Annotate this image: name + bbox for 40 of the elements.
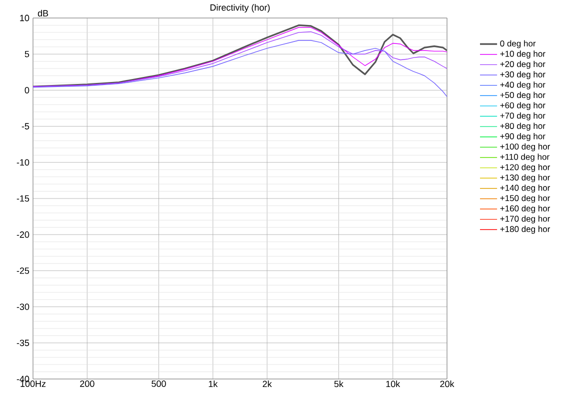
legend-label: +40 deg hor [500,81,546,90]
y-tick-label: 5 [24,50,30,58]
x-tick-label: 5k [334,380,344,388]
x-tick-label: 100Hz [20,380,46,387]
x-tick-label: 1k [208,380,218,388]
legend-label: +140 deg hor [500,184,550,192]
legend-label: +10 deg hor [500,50,546,58]
y-tick-label: -5 [22,123,30,130]
legend-label: +150 deg hor [500,194,550,203]
chart-title: Directivity (hor) [210,4,270,12]
y-tick-label: -15 [16,195,30,202]
y-tick-label: -40 [16,376,30,382]
x-tick-label: 2k [262,380,272,388]
legend-label: +90 deg hor [500,133,546,141]
y-tick-label: -35 [16,340,30,346]
legend-label: +100 deg hor [500,143,550,152]
x-tick-label: 500 [152,380,166,387]
legend-label: +110 deg hor [500,154,550,162]
legend-label: +170 deg hor [500,216,550,224]
legend-label: +180 deg hor [500,226,550,234]
y-tick-label: 10 [20,14,30,22]
x-tick-label: 200 [80,380,94,387]
x-tick-label: 20k [440,380,454,388]
legend-label: +130 deg hor [500,174,550,182]
legend-label: +120 deg hor [500,164,550,172]
legend-label: +160 deg hor [500,205,550,214]
y-tick-label: -20 [16,231,30,238]
y-axis-title: dB [38,10,48,16]
legend-label: +60 deg hor [500,102,546,110]
y-tick-label: -30 [16,304,30,310]
legend-label: +20 deg hor [500,60,546,69]
y-tick-label: -10 [16,159,30,166]
x-tick-label: 10k [386,380,400,388]
legend-label: 0 deg hor [500,40,536,48]
legend-label: +30 deg hor [500,71,546,80]
y-tick-label: 0 [24,87,30,94]
legend-label: +50 deg hor [500,92,546,100]
legend-label: +80 deg hor [500,122,546,131]
legend-label: +70 deg hor [500,112,546,120]
y-tick-label: -25 [16,268,30,274]
